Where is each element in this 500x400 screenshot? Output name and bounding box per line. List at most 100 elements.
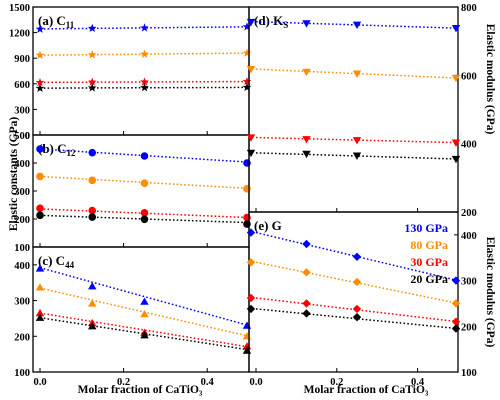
data-point bbox=[352, 312, 362, 322]
data-point bbox=[243, 220, 251, 228]
fit-line bbox=[39, 175, 250, 190]
data-point bbox=[246, 304, 256, 314]
data-point bbox=[36, 211, 44, 220]
legend-entry: 80 GPa bbox=[410, 238, 448, 252]
series-80gpa bbox=[35, 48, 252, 59]
y-tick-label: 200 bbox=[14, 332, 30, 343]
y-tick-label: 100 bbox=[14, 368, 30, 379]
data-point bbox=[87, 50, 97, 59]
data-point bbox=[352, 152, 362, 160]
fit-line bbox=[39, 214, 250, 224]
y-tick-label: 200 bbox=[14, 215, 30, 226]
panel-label: (b) C12 bbox=[38, 141, 76, 158]
y-tick-label: 100 bbox=[461, 368, 477, 379]
data-point bbox=[302, 20, 311, 28]
x-tick-label: 0.2 bbox=[117, 377, 130, 388]
y-tick-label: 300 bbox=[14, 187, 30, 198]
data-point bbox=[140, 309, 149, 318]
y-tick-label: 400 bbox=[461, 231, 477, 242]
panel-frame bbox=[248, 6, 459, 213]
panel-label-subscript: S bbox=[283, 20, 288, 30]
data-point bbox=[246, 149, 256, 158]
data-point bbox=[302, 239, 311, 249]
data-point bbox=[36, 204, 44, 213]
series-20gpa bbox=[35, 82, 252, 92]
y-tick-label: 400 bbox=[14, 261, 30, 272]
data-point bbox=[451, 155, 461, 164]
series-30gpa bbox=[246, 293, 461, 326]
data-point bbox=[246, 66, 256, 74]
data-point bbox=[87, 77, 97, 86]
panel-label: (d) KS bbox=[254, 13, 288, 30]
data-point bbox=[140, 297, 149, 305]
panel-b: 100 200 300 400 500 (b) C12 bbox=[14, 131, 251, 254]
data-point bbox=[140, 23, 149, 32]
legend-entry: 130 GPa bbox=[404, 221, 448, 235]
data-point bbox=[242, 321, 252, 329]
data-point bbox=[243, 184, 251, 193]
data-point bbox=[302, 68, 311, 77]
legend-entry: 30 GPa bbox=[410, 255, 448, 269]
panel-label-subscript: 44 bbox=[65, 260, 75, 270]
y-tick-label: 600 bbox=[14, 80, 30, 91]
data-point bbox=[451, 25, 461, 33]
data-point bbox=[242, 48, 252, 57]
data-point bbox=[35, 50, 45, 59]
panel-label-subscript: 11 bbox=[66, 20, 75, 30]
y-tick-label: 300 bbox=[461, 277, 477, 288]
data-point bbox=[451, 276, 461, 285]
x-tick-label: 0.0 bbox=[249, 377, 262, 388]
data-point bbox=[302, 150, 311, 159]
data-point bbox=[451, 74, 461, 83]
series-130gpa bbox=[246, 18, 461, 33]
series-30gpa bbox=[246, 134, 461, 147]
data-point bbox=[36, 145, 44, 153]
data-point bbox=[451, 299, 461, 308]
panel-e: 100 200 300 400 0.0 0.2 0.4 (e) G bbox=[246, 211, 477, 388]
y-tick-label: 900 bbox=[14, 54, 30, 65]
data-point bbox=[140, 215, 149, 224]
data-point bbox=[243, 159, 251, 167]
fit-line bbox=[255, 152, 459, 160]
data-point bbox=[35, 308, 45, 317]
data-point bbox=[242, 82, 252, 92]
data-point bbox=[36, 172, 44, 181]
data-point bbox=[87, 83, 97, 92]
data-point bbox=[35, 77, 45, 87]
y-tick-label: 600 bbox=[461, 71, 477, 82]
data-point bbox=[140, 331, 149, 339]
series-130gpa bbox=[35, 22, 252, 33]
y-tick-label: 400 bbox=[461, 140, 477, 151]
y-tick-label: 100 bbox=[14, 243, 30, 254]
series-20gpa bbox=[246, 304, 461, 333]
y-tick-label: 200 bbox=[461, 322, 477, 333]
data-point bbox=[140, 49, 149, 58]
data-point bbox=[451, 139, 461, 147]
y-tick-label: 1500 bbox=[9, 3, 30, 14]
data-point bbox=[352, 137, 362, 145]
data-point bbox=[302, 268, 311, 277]
panel-label: (a) C11 bbox=[38, 13, 75, 30]
data-point bbox=[88, 213, 97, 221]
data-point bbox=[88, 176, 97, 185]
x-tick-label: 0.4 bbox=[411, 377, 425, 388]
series-80gpa bbox=[35, 283, 252, 340]
data-point bbox=[242, 76, 252, 86]
fit-line bbox=[39, 86, 250, 89]
fit-line bbox=[255, 68, 459, 79]
y-tick-label: 400 bbox=[14, 159, 30, 170]
data-point bbox=[352, 21, 362, 29]
data-point bbox=[352, 70, 362, 78]
data-point bbox=[451, 324, 461, 333]
y-tick-label: 1200 bbox=[9, 29, 30, 40]
data-point bbox=[140, 209, 149, 217]
x-tick-label: 0.2 bbox=[330, 377, 343, 388]
y-tick-label: 800 bbox=[461, 3, 477, 14]
data-point bbox=[246, 134, 256, 142]
data-point bbox=[352, 252, 362, 261]
data-point bbox=[246, 228, 256, 237]
panel-label-subscript: 12 bbox=[67, 148, 77, 158]
data-point bbox=[35, 313, 45, 321]
fit-line bbox=[39, 312, 250, 348]
